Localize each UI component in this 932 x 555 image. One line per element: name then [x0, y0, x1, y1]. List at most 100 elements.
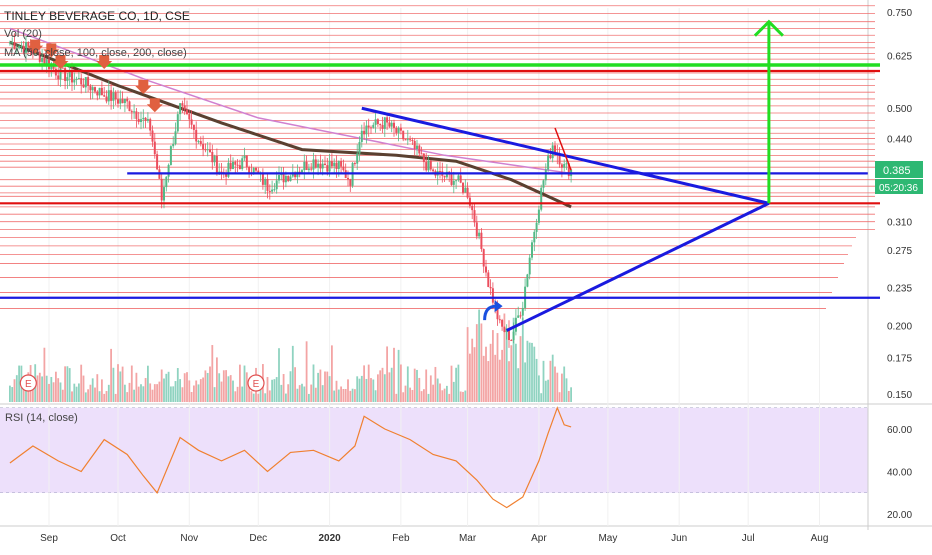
volume-bar — [80, 364, 83, 402]
candle-body — [197, 141, 200, 143]
trendline[interactable] — [554, 127, 572, 171]
candle-body — [160, 178, 163, 201]
candle-body — [229, 162, 232, 170]
candle-body — [126, 98, 129, 102]
candle-body — [473, 210, 476, 223]
volume-bar — [75, 386, 78, 402]
volume-bar — [404, 385, 407, 402]
candle-body — [112, 92, 115, 101]
volume-bar — [250, 391, 253, 402]
volume-bar — [114, 393, 117, 402]
volume-bar — [312, 364, 315, 402]
volume-bar — [570, 387, 572, 402]
candle-body — [190, 119, 193, 125]
candle-body — [298, 171, 301, 173]
volume-bar — [487, 361, 490, 402]
rsi-tick-label: 20.00 — [887, 510, 912, 521]
volume-bar — [400, 364, 402, 402]
candle-body — [399, 127, 402, 131]
volume-bar — [45, 375, 48, 402]
down-arrow-icon — [96, 54, 113, 69]
candle-body — [420, 153, 423, 155]
time-tick-label: Jun — [671, 533, 687, 544]
volume-bar — [50, 376, 53, 402]
candle-body — [367, 125, 370, 128]
volume-bar — [239, 364, 241, 402]
candle-body — [82, 84, 85, 88]
candle-body — [192, 124, 195, 130]
volume-bar — [314, 387, 317, 402]
time-tick-label: Dec — [249, 533, 267, 544]
candle-body — [547, 155, 550, 170]
volume-bar — [103, 393, 106, 402]
candle-body — [439, 171, 441, 173]
volume-bar — [544, 380, 547, 402]
candle-body — [54, 68, 57, 76]
candle-body — [245, 155, 248, 167]
volume-bar — [482, 355, 485, 402]
volume-bar — [386, 346, 388, 402]
candle-body — [321, 163, 324, 169]
volume-label: Vol (20) — [4, 28, 42, 40]
candle-body — [41, 57, 44, 62]
candle-body — [498, 319, 501, 321]
earnings-marker[interactable] — [19, 374, 37, 392]
candle-body — [204, 149, 207, 151]
candle-body — [149, 119, 152, 131]
volume-bar — [271, 379, 273, 402]
candle-body — [179, 103, 182, 115]
candle-body — [153, 141, 156, 155]
volume-bar — [434, 366, 437, 402]
volume-bar — [464, 390, 467, 402]
candle-body — [172, 143, 175, 147]
volume-bar — [512, 317, 515, 402]
countdown-badge: 05:20:36 — [879, 183, 918, 194]
candle-body — [542, 180, 545, 188]
candle-body — [370, 127, 372, 129]
volume-bar — [478, 309, 480, 402]
candle-body — [252, 167, 255, 174]
time-tick-label: Jul — [742, 533, 755, 544]
volume-bar — [64, 366, 66, 402]
candle-body — [77, 78, 80, 80]
candle-body — [13, 42, 16, 50]
candle-body — [404, 139, 407, 141]
candle-body — [319, 163, 322, 169]
candle-body — [457, 175, 460, 181]
time-tick-label: Apr — [531, 533, 547, 544]
candle-body — [363, 130, 366, 135]
candle-body — [289, 176, 292, 182]
candle-body — [386, 117, 389, 123]
candle-body — [508, 328, 510, 341]
candle-body — [257, 170, 260, 174]
candle-body — [478, 232, 481, 237]
candle-body — [91, 87, 94, 91]
candle-body — [307, 168, 310, 171]
earnings-marker[interactable] — [247, 374, 265, 392]
volume-bar — [423, 389, 425, 402]
volume-bar — [337, 389, 340, 402]
volume-bar — [66, 366, 69, 402]
volume-bar — [259, 388, 262, 402]
trendline[interactable] — [506, 201, 770, 332]
volume-bar — [342, 389, 345, 402]
volume-bar — [273, 379, 276, 402]
volume-bar — [298, 385, 301, 402]
candle-body — [353, 163, 356, 165]
volume-bar — [515, 343, 517, 402]
countdown-badge-bg — [875, 179, 923, 194]
candle-body — [330, 161, 333, 167]
candle-body — [123, 98, 126, 104]
price-tick-label: 0.150 — [887, 390, 912, 401]
volume-bar — [91, 378, 94, 402]
volume-bar — [473, 347, 476, 402]
volume-bar — [227, 376, 230, 402]
volume-bar — [294, 367, 296, 402]
volume-bar — [158, 381, 161, 402]
volume-bar — [243, 365, 246, 402]
candle-body — [535, 222, 538, 232]
candle-body — [133, 111, 136, 113]
candle-body — [328, 161, 331, 172]
